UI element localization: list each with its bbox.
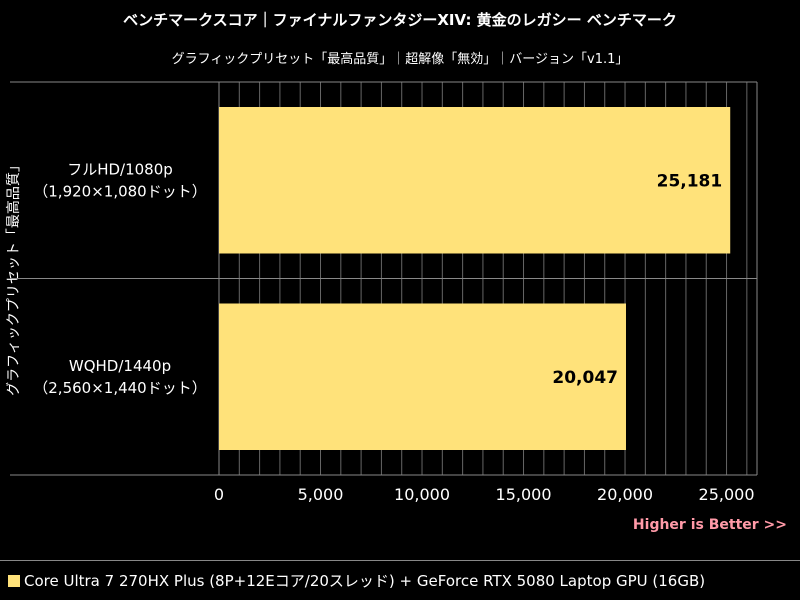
plot-area: 0 5,000 10,000 15,000 20,000 25,000 25,181 フルHD… bbox=[10, 81, 758, 504]
bar bbox=[219, 303, 626, 450]
legend-swatch bbox=[8, 574, 20, 587]
y-axis-label: グラフィックプリセット「最高品質」 bbox=[5, 158, 22, 396]
legend: Core Ultra 7 270HX Plus (8P+12Eコア/20スレッド… bbox=[0, 560, 800, 600]
x-tick-label: 5,000 bbox=[298, 485, 344, 504]
x-tick-label: 25,000 bbox=[699, 485, 755, 504]
x-tick-label: 15,000 bbox=[496, 485, 552, 504]
x-tick-label: 10,000 bbox=[394, 485, 450, 504]
higher-is-better-note: Higher is Better >> bbox=[633, 517, 787, 533]
x-tick-label: 20,000 bbox=[597, 485, 653, 504]
category-sublabel: （1,920×1,080ドット） bbox=[33, 182, 206, 200]
category-label: WQHD/1440p bbox=[69, 357, 171, 375]
chart-subtitle: グラフィックプリセット「最高品質」｜超解像「無効」｜バージョン「v1.1」 bbox=[172, 51, 629, 67]
legend-label: Core Ultra 7 270HX Plus (8P+12Eコア/20スレッド… bbox=[24, 572, 706, 590]
bar-value-label: 20,047 bbox=[552, 368, 618, 388]
bar bbox=[219, 107, 731, 254]
x-tick-label: 0 bbox=[214, 485, 224, 504]
bar-value-label: 25,181 bbox=[657, 171, 723, 191]
category-label: フルHD/1080p bbox=[67, 160, 173, 178]
category-sublabel: （2,560×1,440ドット） bbox=[33, 379, 206, 397]
chart-title: ベンチマークスコア｜ファイナルファンタジーXIV: 黄金のレガシー ベンチマーク bbox=[123, 11, 677, 29]
